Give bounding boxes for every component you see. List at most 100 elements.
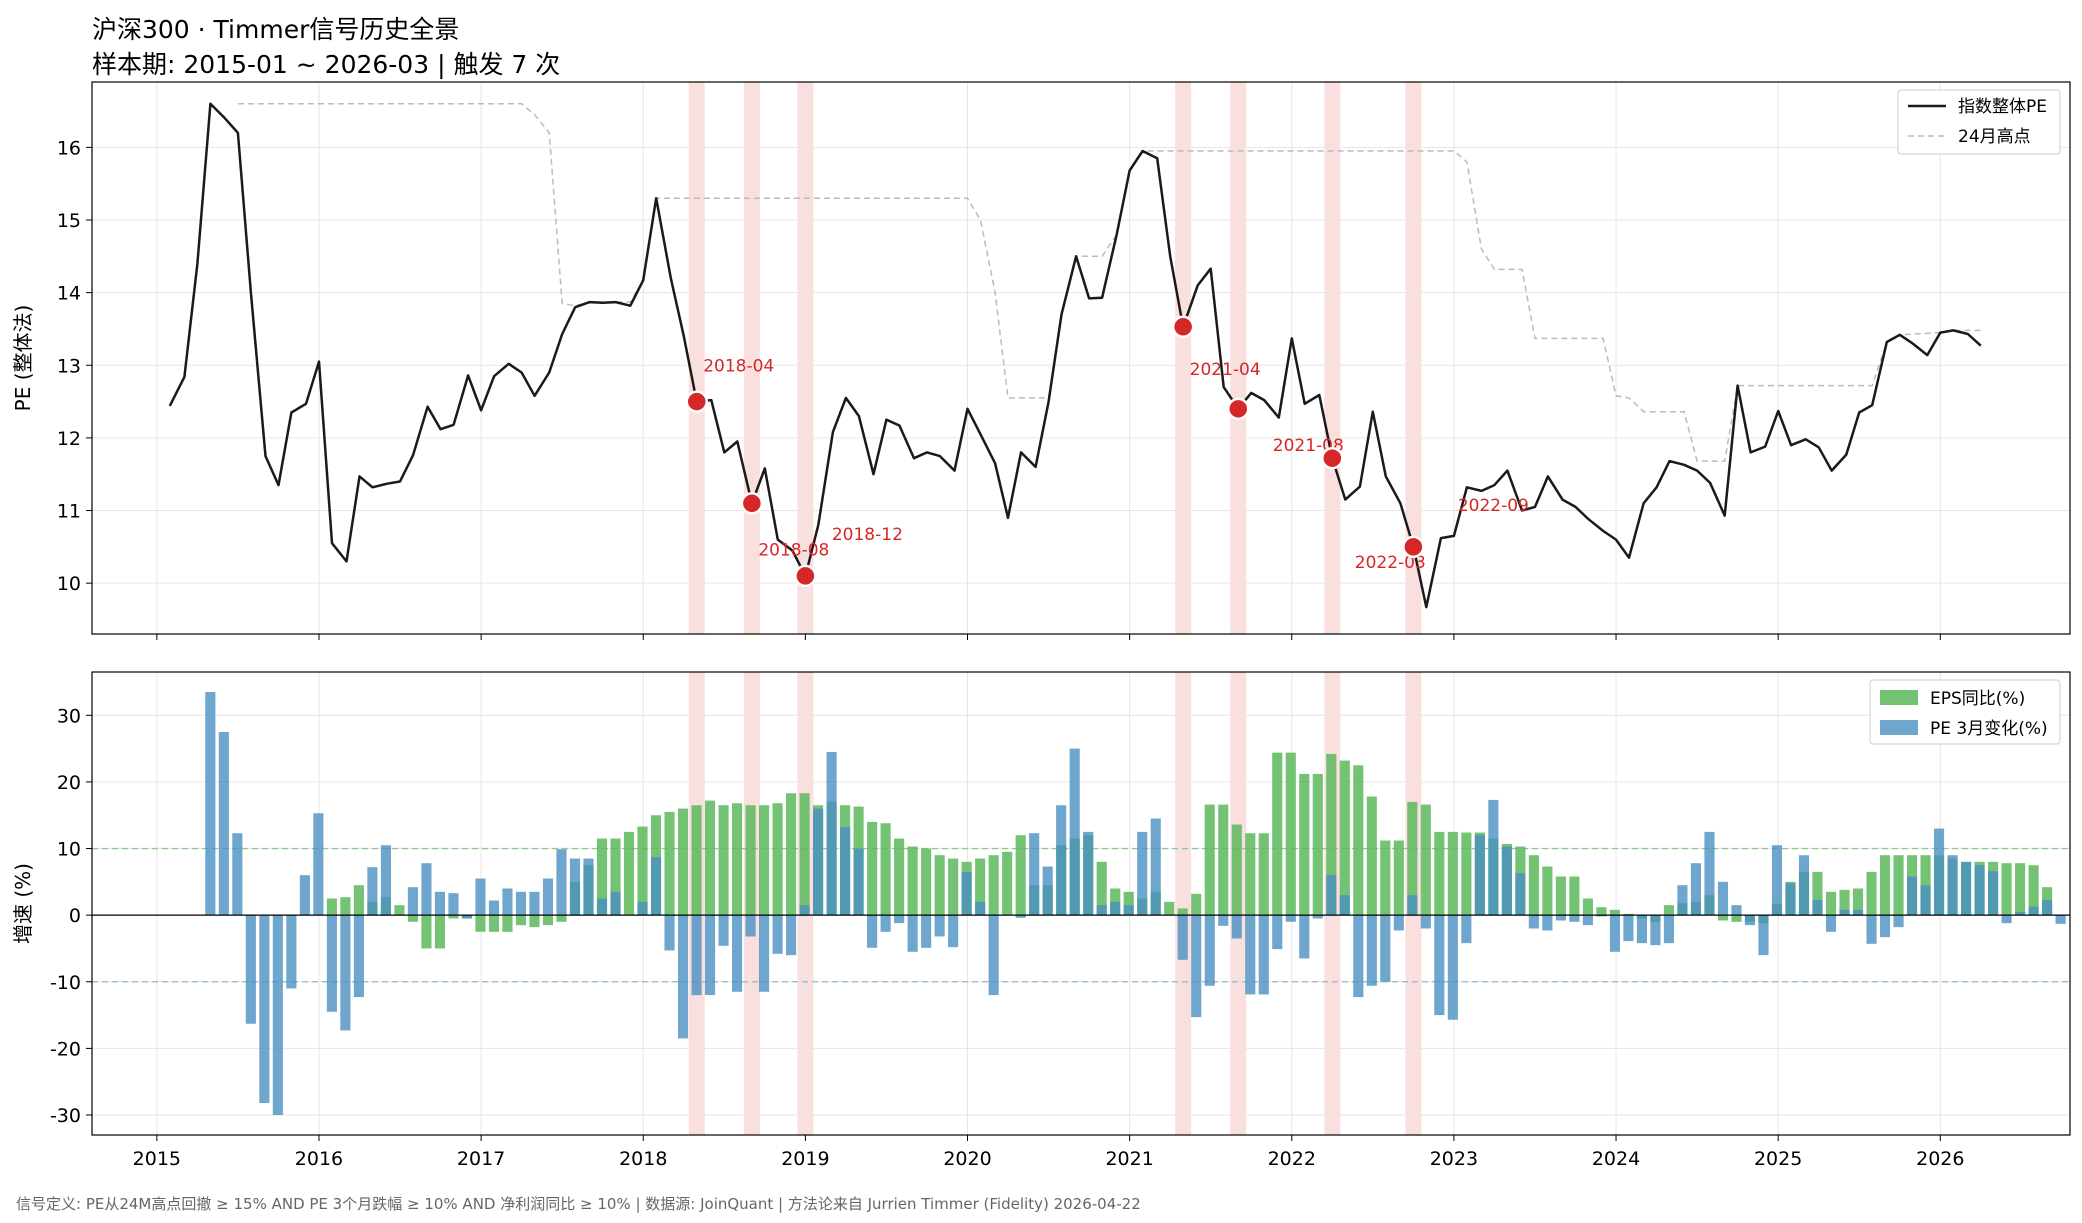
bar-pe-3m-change (1839, 909, 1850, 916)
legend-label-pe-change: PE 3月变化(%) (1930, 719, 2048, 739)
bar-eps-yoy (1339, 760, 1350, 916)
bar-pe-3m-change (542, 878, 554, 916)
bar-pe-3m-change (718, 915, 729, 946)
bar-eps-yoy (677, 808, 689, 916)
bar-pe-3m-change (2055, 915, 2066, 924)
y-axis-label: PE (整体法) (11, 305, 35, 412)
bar-pe-3m-change (1920, 885, 1931, 916)
bar-pe-3m-change (583, 858, 594, 916)
bar-pe-3m-change (502, 888, 513, 916)
bar-pe-3m-change (1515, 873, 1526, 916)
bar-eps-yoy (1177, 908, 1188, 916)
x-tick-label: 2020 (943, 1148, 991, 1170)
bar-pe-3m-change (1650, 915, 1661, 946)
bar-pe-3m-change (1974, 865, 1985, 916)
x-tick-label: 2022 (1268, 1148, 1316, 1170)
signal-marker (794, 564, 817, 588)
bar-eps-yoy (610, 838, 621, 916)
bar-eps-yoy (1609, 909, 1620, 916)
bar-eps-yoy (475, 915, 486, 932)
signal-marker (1402, 535, 1425, 559)
bar-pe-3m-change (1434, 915, 1445, 1016)
bar-eps-yoy (637, 826, 648, 916)
bar-pe-3m-change (1623, 915, 1634, 942)
bar-eps-yoy (1299, 773, 1310, 916)
bar-pe-3m-change (975, 901, 986, 916)
bar-pe-3m-change (772, 915, 783, 954)
bar-pe-3m-change (1420, 915, 1431, 929)
legend: 指数整体PE 24月高点 (1897, 89, 2061, 155)
bar-pe-3m-change (313, 813, 324, 916)
bar-eps-yoy (1272, 752, 1283, 916)
bar-eps-yoy (1866, 871, 1877, 916)
y-tick-label: -30 (50, 1105, 81, 1127)
bar-pe-3m-change (948, 915, 959, 948)
bar-eps-yoy (1204, 804, 1215, 916)
bar-eps-yoy (1245, 833, 1256, 916)
bar-eps-yoy (1420, 804, 1431, 916)
signal-marker (685, 390, 708, 413)
bar-pe-3m-change (1056, 805, 1067, 916)
bar-pe-3m-change (826, 751, 837, 916)
bar-pe-3m-change (2015, 911, 2026, 916)
legend-swatch-pe-change (1880, 720, 1918, 735)
bar-eps-yoy (1407, 801, 1418, 916)
bar-pe-3m-change (988, 915, 999, 996)
bar-pe-3m-change (1245, 915, 1256, 995)
bar-pe-3m-change (556, 849, 567, 916)
y-tick-label: 10 (57, 573, 81, 595)
bar-eps-yoy (1839, 889, 1850, 916)
bar-pe-3m-change (1123, 905, 1134, 916)
bar-eps-yoy (1461, 832, 1472, 916)
bar-pe-3m-change (596, 898, 608, 916)
bar-pe-3m-change (1555, 915, 1566, 921)
bar-eps-yoy (1447, 831, 1458, 916)
bar-pe-3m-change (1731, 905, 1742, 916)
bar-eps-yoy (556, 915, 567, 922)
bar-eps-yoy (731, 803, 743, 916)
bar-pe-3m-change (1204, 915, 1215, 986)
bar-eps-yoy (1123, 891, 1134, 916)
pe-panel: 10 11 12 13 14 15 16 PE (整体法) 2018-04 2018-082018… (11, 81, 2071, 640)
x-tick-label: 2016 (295, 1148, 343, 1170)
bar-pe-3m-change (786, 915, 797, 956)
bar-eps-yoy (1717, 915, 1729, 921)
bar-pe-3m-change (421, 863, 432, 916)
bar-eps-yoy (867, 821, 878, 916)
legend-label-pe: 指数整体PE (1958, 97, 2047, 117)
bar-eps-yoy (799, 793, 810, 916)
bar-pe-3m-change (934, 915, 945, 937)
bar-eps-yoy (1393, 840, 1404, 916)
bar-eps-yoy (502, 915, 513, 932)
bar-pe-3m-change (1893, 915, 1904, 928)
plot-frame (91, 671, 2071, 1136)
bar-eps-yoy (1258, 833, 1269, 916)
bar-eps-yoy (542, 915, 554, 926)
bar-eps-yoy (1366, 796, 1377, 916)
bar-pe-3m-change (1852, 909, 1864, 916)
y-tick-label: 10 (57, 839, 81, 861)
bar-pe-3m-change (1960, 861, 1972, 916)
x-tick-label: 2015 (133, 1148, 181, 1170)
bar-pe-3m-change (1812, 899, 1823, 916)
signal-label: 2018-04 (703, 357, 774, 377)
bar-eps-yoy (2015, 863, 2026, 916)
bar-eps-yoy (407, 915, 418, 922)
x-tick-label: 2018 (619, 1148, 667, 1170)
series-line-pe (168, 102, 1982, 609)
bar-pe-3m-change (813, 808, 824, 916)
bar-pe-3m-change (286, 915, 297, 989)
bar-pe-3m-change (1771, 845, 1783, 916)
bar-pe-3m-change (1488, 799, 1499, 916)
bar-pe-3m-change (1312, 915, 1323, 919)
bar-eps-yoy (934, 855, 945, 916)
bar-eps-yoy (691, 805, 702, 916)
bar-eps-yoy (1623, 913, 1634, 916)
y-tick-label: 15 (57, 210, 81, 232)
bar-eps-yoy (1582, 898, 1593, 916)
bar-eps-yoy (1353, 765, 1364, 916)
bar-eps-yoy (907, 846, 918, 916)
bar-pe-3m-change (894, 915, 905, 924)
bar-eps-yoy (394, 905, 405, 916)
bar-pe-3m-change (1879, 915, 1891, 938)
